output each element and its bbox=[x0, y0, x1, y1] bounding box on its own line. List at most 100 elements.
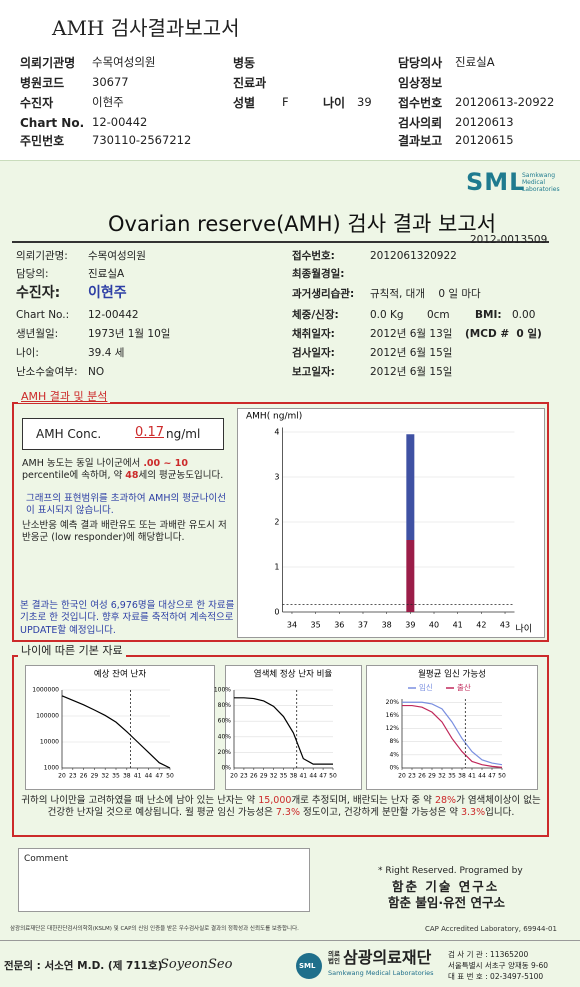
amh-frame bbox=[12, 402, 549, 642]
summary-part: 7.3% bbox=[275, 807, 300, 819]
source: 본 결과는 한국인 여성 6,976명을 대상으로 한 자료를 기초로 한 것입… bbox=[20, 600, 236, 637]
y-tick-label: 8% bbox=[389, 738, 399, 745]
x-tick-label: 32 bbox=[438, 773, 446, 780]
info-value: 이현주 bbox=[88, 285, 127, 301]
y-tick-label: 4% bbox=[389, 751, 399, 758]
bar-segment bbox=[406, 540, 415, 612]
field-label: 검사의뢰 bbox=[398, 116, 443, 130]
field-label: 담당의사 bbox=[398, 56, 443, 70]
data-line bbox=[402, 704, 503, 768]
title-rule bbox=[12, 241, 549, 243]
x-tick-label: 47 bbox=[488, 773, 496, 780]
y-tick-label: 10000 bbox=[40, 739, 59, 746]
y-tick-label: 100000 bbox=[36, 713, 59, 720]
info-value: 1973년 1월 10일 bbox=[88, 328, 171, 340]
x-tick-label: 35 bbox=[448, 773, 456, 780]
info-value: 2012061320922 bbox=[370, 250, 457, 262]
x-tick-label: 35 bbox=[311, 621, 321, 630]
field-value: 12-00442 bbox=[92, 115, 148, 129]
comment-box bbox=[18, 848, 310, 912]
y-tick-label: 80% bbox=[218, 702, 232, 709]
x-tick-label: 26 bbox=[418, 773, 426, 780]
info-label: (MCD # 0 일) bbox=[465, 328, 542, 340]
field-label: 주민번호 bbox=[20, 134, 65, 148]
field-value: 진료실A bbox=[455, 55, 495, 69]
x-tick-label: 38 bbox=[458, 773, 466, 780]
field-label: 수진자 bbox=[20, 96, 54, 110]
y-tick-label: 40% bbox=[218, 733, 232, 740]
info-label: 수진자: bbox=[16, 285, 61, 301]
data-line bbox=[234, 697, 333, 765]
chart-box bbox=[25, 665, 215, 790]
summary-part: 3.3% bbox=[460, 807, 486, 819]
chart-title: 월평균 임신 가능성 bbox=[418, 669, 486, 680]
signature: SoyeonSeo bbox=[160, 957, 233, 972]
x-tick-label: 38 bbox=[123, 773, 131, 780]
x-tick-label: 26 bbox=[80, 773, 88, 780]
info-label: 검사일자: bbox=[292, 347, 335, 359]
field-label: Chart No. bbox=[20, 116, 85, 130]
data-line bbox=[61, 695, 171, 769]
field-label: 접수번호 bbox=[398, 96, 443, 110]
field-value: 730110-2567212 bbox=[92, 133, 192, 147]
y-tick-label: 1 bbox=[274, 563, 279, 572]
field-value: 수목여성의원 bbox=[92, 55, 156, 69]
x-tick-label: 39 bbox=[405, 621, 415, 630]
x-tick-label: 20 bbox=[58, 773, 66, 780]
logo-mark bbox=[296, 953, 322, 979]
note: 그래프의 표현범위를 초과하여 AMH의 평균나이선이 표시되지 않습니다. bbox=[26, 493, 226, 518]
info-value: 0.0 Kg 0cm bbox=[370, 309, 450, 321]
info-value: 39.4 세 bbox=[88, 347, 125, 359]
amh-chart-box bbox=[237, 408, 545, 638]
y-axis-label: AMH( ng/ml) bbox=[246, 412, 302, 422]
field-value: 20120615 bbox=[455, 133, 514, 147]
logo: SML bbox=[466, 168, 526, 196]
note-text: 그래프의 표현범위를 초과하여 AMH의 평균나이선이 표시되지 않습니다. bbox=[26, 493, 226, 517]
x-tick-label: 50 bbox=[166, 773, 174, 780]
percentile-part: .00 ~ 10 bbox=[143, 458, 188, 469]
field-label: 병원코드 bbox=[20, 76, 65, 90]
x-tick-label: 36 bbox=[334, 621, 344, 630]
x-tick-label: 44 bbox=[145, 773, 153, 780]
x-tick-label: 29 bbox=[91, 773, 99, 780]
y-tick-label: 16% bbox=[386, 712, 400, 719]
x-tick-label: 47 bbox=[155, 773, 163, 780]
info-label: 보고일자: bbox=[292, 366, 335, 378]
info-label: 담당의: bbox=[16, 268, 49, 280]
y-tick-label: 1000000 bbox=[32, 687, 59, 694]
y-tick-label: 0% bbox=[221, 765, 231, 772]
info-label: BMI: bbox=[475, 309, 502, 321]
field-value: F bbox=[282, 95, 289, 109]
logo-text: SML bbox=[299, 962, 316, 970]
section-title: 나이에 따른 기본 자료 bbox=[18, 644, 126, 658]
x-tick-label: 35 bbox=[112, 773, 120, 780]
x-tick-label: 35 bbox=[280, 773, 288, 780]
x-tick-label: 23 bbox=[240, 773, 248, 780]
amh-conc-box bbox=[22, 418, 224, 450]
lab-name: 함춘 불임·유전 연구소 bbox=[388, 895, 505, 910]
amh-label: AMH Conc. bbox=[36, 427, 102, 441]
x-tick-label: 44 bbox=[309, 773, 317, 780]
info-value: 진료실A bbox=[88, 268, 125, 280]
field-label: 의뢰기관명 bbox=[20, 56, 76, 70]
field-label: 결과보고 bbox=[398, 134, 443, 148]
section-title: AMH 결과 및 분석 bbox=[18, 390, 111, 404]
logo-sub: Laboratories bbox=[522, 186, 560, 193]
info-value: 규칙적, 대개 0 일 마다 bbox=[370, 288, 481, 300]
field-label: 진료과 bbox=[233, 76, 267, 90]
cert: 삼광의료재단은 대한진단검사의학회(KSLM) 및 CAP의 신임 인증을 받은… bbox=[10, 926, 299, 932]
org-name: 삼광의료재단 bbox=[343, 948, 432, 967]
info-label: 나이: bbox=[16, 347, 39, 359]
info-label: 최종월경일: bbox=[292, 268, 345, 280]
y-tick-label: 2 bbox=[274, 518, 279, 527]
summary-part: 정도이고, 건강하게 분만할 가능성은 약 bbox=[299, 807, 461, 819]
field-value: 20120613-20922 bbox=[455, 95, 555, 109]
x-tick-label: 50 bbox=[498, 773, 506, 780]
legend-label: 출산 bbox=[457, 682, 471, 692]
percentile-part: 48 bbox=[125, 470, 139, 482]
summary-part: 개로 추정되며, 배란되는 난자 중 약 bbox=[291, 795, 435, 806]
x-tick-label: 34 bbox=[287, 621, 297, 630]
footer-rule bbox=[0, 940, 580, 941]
info-label: 생년월일: bbox=[16, 328, 59, 340]
